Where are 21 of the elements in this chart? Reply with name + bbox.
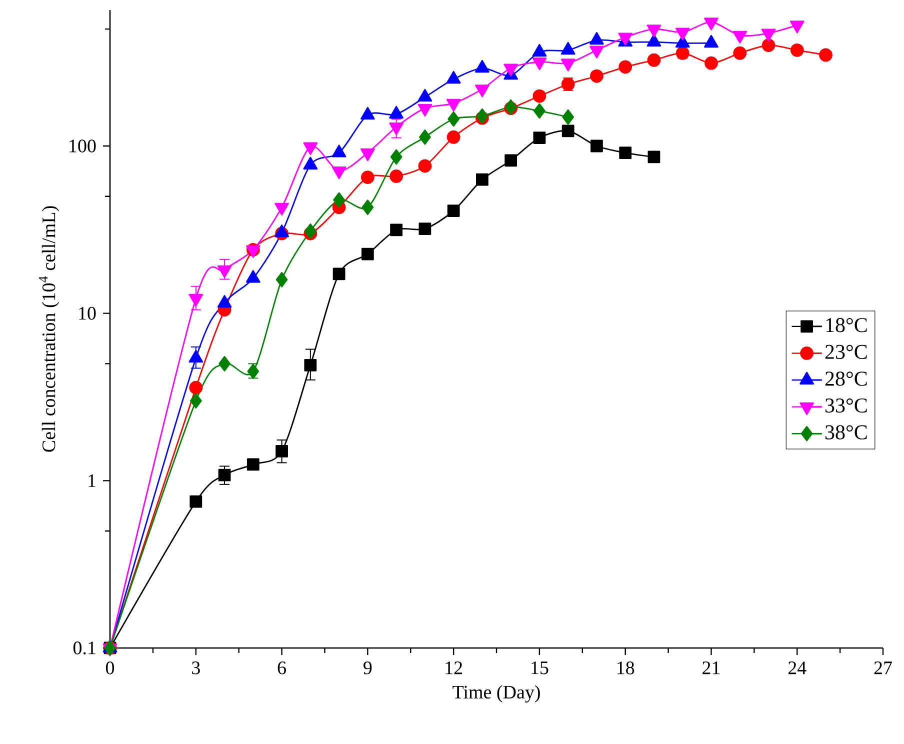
legend-label: 33°C [825, 398, 867, 413]
legend-label: 38°C [825, 425, 867, 440]
y-axis-title: Cell concentration (10$^{4}$ cell/mL) [38, 206, 60, 452]
x-tick-label: 15 [532, 662, 548, 674]
x-tick-label: 21 [702, 662, 720, 674]
y-tick-label: 0.1 [73, 642, 96, 654]
legend-label: 23°C [825, 344, 867, 359]
x-tick-label: 0 [106, 662, 114, 674]
x-tick-label: 18 [618, 662, 634, 674]
y-tick-label: 100 [70, 140, 96, 152]
x-tick-label: 6 [278, 662, 286, 674]
legend-label: 18°C [826, 318, 867, 332]
x-axis-title: Time (Day) [452, 685, 540, 702]
x-tick-label: 12 [446, 662, 462, 674]
x-tick-label: 9 [364, 662, 372, 674]
y-tick-label: 1 [88, 474, 96, 487]
legend-label: 28°C [825, 372, 867, 386]
y-tick-label: 10 [79, 306, 96, 320]
x-tick-label: 27 [874, 662, 892, 674]
x-tick-label: 24 [788, 662, 806, 674]
x-tick-label: 3 [192, 662, 200, 674]
